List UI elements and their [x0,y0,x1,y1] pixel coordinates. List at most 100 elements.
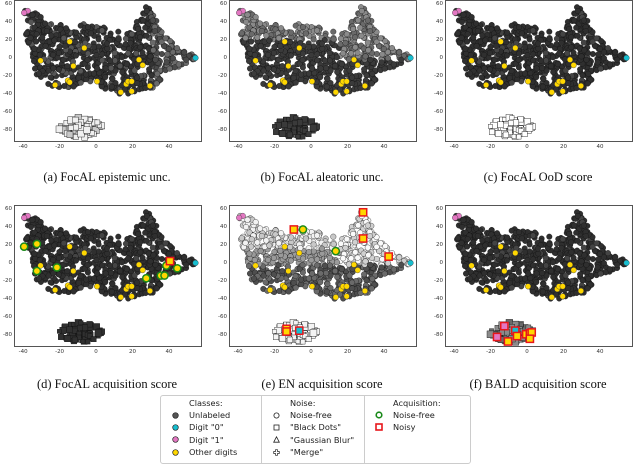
y-tick-label: 40 [436,224,443,231]
x-tick-label: 20 [129,349,137,355]
x-tick-label: 40 [165,144,173,150]
y-tick-label: -60 [3,314,12,321]
x-tick-label: 0 [309,144,313,150]
y-tick-label: -80 [218,332,227,339]
x-tick-label: 20 [560,349,568,355]
y-tick-label: 60 [436,206,443,213]
x-tick-label: -40 [233,144,243,150]
y-tick-label: 60 [220,206,227,213]
y-tick-label: 40 [220,19,227,26]
x-tick-label: 0 [525,349,529,355]
x-tick-label: -20 [486,349,496,355]
scatter-plot [14,205,202,347]
y-tick-label: 40 [436,19,443,26]
caption-e: (e) EN acquisition score [261,377,383,391]
y-tick-label: -20 [218,73,227,80]
x-tick-label: 40 [380,349,388,355]
scatter-plot [445,205,633,347]
legend-classes-title: Classes: [189,398,223,408]
legend-classes: Classes: Unlabeled Digit "0" Digit "1" O… [161,396,262,463]
yellow-dot-icon [161,448,189,456]
legend-item-merge: "Merge" [262,446,364,458]
x-tick-label: 40 [380,144,388,150]
legend-label: Noise-free [290,410,332,420]
y-tick-label: 20 [436,37,443,44]
x-tick-label: 0 [94,349,98,355]
legend: Classes: Unlabeled Digit "0" Digit "1" O… [160,395,471,464]
x-tick-label: -20 [270,349,280,355]
cyan-dot-icon [161,424,189,431]
plus-outline-icon [262,448,290,456]
caption-c: (c) FocAL OoD score [483,170,593,184]
legend-label: Unlabeled [189,410,231,420]
y-tick-label: 0 [8,260,13,267]
y-tick-label: 20 [220,242,227,249]
x-tick-label: 20 [344,349,352,355]
y-tick-label: 20 [5,37,12,44]
y-tick-label: -60 [3,109,12,116]
y-tick-label: -80 [3,127,12,134]
y-tick-label: -40 [3,91,12,98]
legend-label: Digit "1" [189,434,224,445]
y-tick-label: -60 [434,314,443,321]
y-tick-label: 60 [5,1,12,8]
caption-a: (a) FocAL epistemic unc. [43,170,171,184]
y-tick-label: -40 [218,91,227,98]
y-tick-label: -40 [434,91,443,98]
scatter-plot [229,205,417,347]
x-tick-label: 0 [94,144,98,150]
legend-item-black-dots: "Black Dots" [262,421,364,433]
legend-item-acq-noise-free: Noise-free [365,409,470,421]
legend-item-noise-free: Noise-free [262,409,364,421]
x-tick-label: 20 [344,144,352,150]
y-tick-label: -20 [218,278,227,285]
y-tick-label: 60 [5,206,12,213]
y-tick-label: 40 [220,224,227,231]
y-tick-label: 0 [223,260,228,267]
y-tick-label: -20 [434,73,443,80]
legend-noise: Noise: Noise-free "Black Dots" "Gaussian… [262,396,365,463]
x-tick-label: -40 [18,349,28,355]
x-tick-label: 20 [129,144,137,150]
y-tick-label: 40 [5,19,12,26]
legend-label: "Gaussian Blur" [290,434,355,445]
scatter-plot [229,0,417,142]
y-tick-label: 40 [5,224,12,231]
y-tick-label: 0 [223,55,228,62]
legend-label: "Black Dots" [290,422,342,433]
legend-item-gaussian-blur: "Gaussian Blur" [262,434,364,446]
y-tick-label: -20 [3,73,12,80]
x-tick-label: -20 [55,144,65,150]
y-tick-label: -20 [434,278,443,285]
y-tick-label: -80 [3,332,12,339]
y-tick-label: 60 [436,1,443,8]
y-tick-label: -80 [434,332,443,339]
x-tick-label: 40 [165,349,173,355]
legend-noise-title: Noise: [290,398,316,408]
y-tick-label: 0 [439,260,444,267]
legend-item-digit1: Digit "1" [161,434,261,446]
y-tick-label: 60 [220,1,227,8]
y-tick-label: -60 [434,109,443,116]
x-tick-label: 0 [309,349,313,355]
legend-item-digit0: Digit "0" [161,421,261,433]
x-tick-label: -20 [55,349,65,355]
y-tick-label: -40 [218,296,227,303]
y-tick-label: -40 [3,296,12,303]
scatter-plot [14,0,202,142]
triangle-outline-icon [262,436,290,443]
x-tick-label: 20 [560,144,568,150]
y-tick-label: -60 [218,109,227,116]
x-tick-label: -40 [449,349,459,355]
caption-d: (d) FocAL acquisition score [36,377,178,391]
legend-item-other-digits: Other digits [161,446,261,458]
y-tick-label: 20 [220,37,227,44]
green-ring-icon [365,411,393,419]
y-tick-label: -80 [218,127,227,134]
scatter-plot [445,0,633,142]
x-tick-label: -40 [233,349,243,355]
y-tick-label: -60 [218,314,227,321]
y-tick-label: -80 [434,127,443,134]
x-tick-label: -20 [486,144,496,150]
gray-dot-icon [161,411,189,419]
